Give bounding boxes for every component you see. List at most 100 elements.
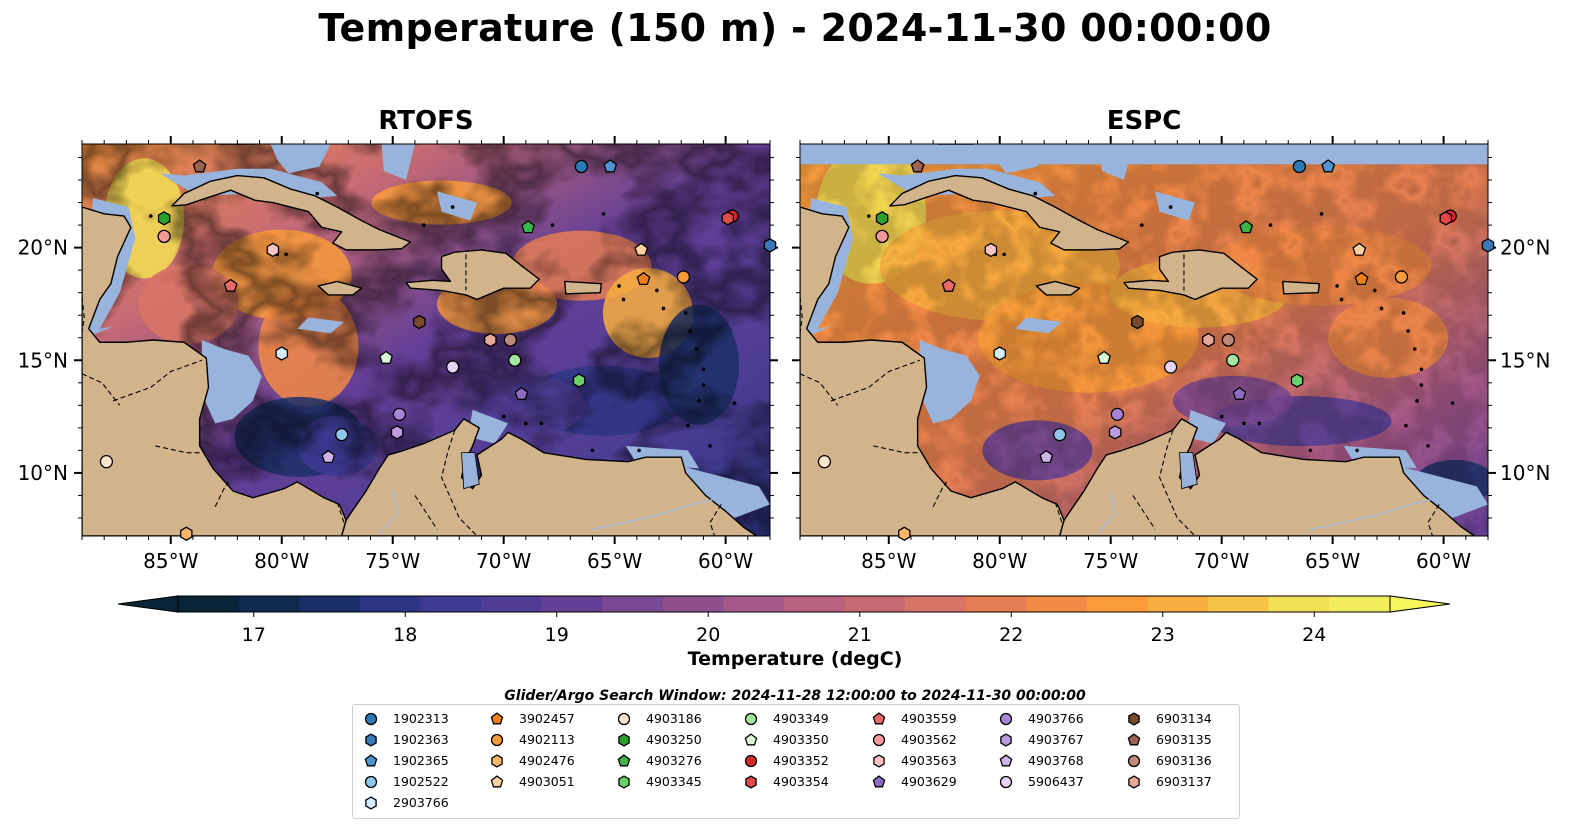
colorbar-tick-label: 22 bbox=[999, 624, 1023, 646]
legend-marker-icon bbox=[999, 712, 1013, 726]
colorbar-bin bbox=[965, 596, 1027, 612]
colorbar-bin bbox=[238, 596, 300, 612]
float-marker-4903345 bbox=[572, 373, 586, 388]
colorbar-bin bbox=[1087, 596, 1149, 612]
legend-label: 4903276 bbox=[646, 753, 702, 768]
colorbar-tick-label: 20 bbox=[696, 624, 720, 646]
float-marker-4903186 bbox=[99, 455, 114, 469]
legend-marker bbox=[1128, 712, 1140, 726]
colorbar-bin bbox=[905, 596, 967, 612]
float-marker-4903768 bbox=[321, 449, 336, 464]
legend-marker bbox=[365, 733, 377, 747]
float-marker-2903766 bbox=[275, 346, 289, 361]
x-tick-label: 65°W bbox=[1305, 549, 1360, 573]
legend-label: 4903562 bbox=[901, 732, 957, 747]
x-tick-label: 70°W bbox=[476, 549, 531, 573]
float-marker-4903345 bbox=[1290, 373, 1304, 388]
legend-marker-icon bbox=[617, 712, 631, 726]
colorbar-bin bbox=[1147, 596, 1209, 612]
legend-marker bbox=[490, 775, 504, 788]
float-marker-1902363 bbox=[763, 238, 777, 253]
legend-marker bbox=[873, 754, 885, 768]
legend-marker-icon bbox=[745, 775, 757, 789]
legend-marker bbox=[618, 733, 630, 747]
float-marker-4903563 bbox=[984, 242, 998, 258]
legend-marker-icon bbox=[1128, 712, 1140, 726]
colorbar: 17 18 19 20 21 22 23 24 bbox=[117, 595, 1451, 646]
colorbar-bin bbox=[359, 596, 421, 612]
float-marker-4903354 bbox=[1439, 211, 1453, 226]
panel-title-rtofs: RTOFS bbox=[378, 106, 474, 136]
y-tick-label: 15°N bbox=[18, 348, 68, 372]
legend-label: 6903137 bbox=[1156, 774, 1212, 789]
legend-marker-icon bbox=[744, 733, 758, 746]
legend-label: 4903250 bbox=[646, 732, 702, 747]
x-tick-label: 75°W bbox=[365, 549, 420, 573]
colorbar-bin bbox=[1208, 596, 1270, 612]
legend-marker-icon bbox=[618, 775, 630, 789]
legend-label: 4903349 bbox=[773, 711, 829, 726]
legend-marker-icon bbox=[1000, 733, 1012, 747]
colorbar-tick-label: 19 bbox=[545, 624, 569, 646]
colorbar-bin bbox=[178, 596, 240, 612]
legend-label: 6903135 bbox=[1156, 732, 1212, 747]
colorbar-bin bbox=[481, 596, 543, 612]
legend-marker-icon bbox=[1127, 733, 1141, 746]
legend-marker-icon bbox=[491, 754, 503, 768]
float-marker-3902457 bbox=[636, 271, 651, 286]
legend-marker bbox=[617, 712, 631, 726]
x-tick-label: 80°W bbox=[254, 549, 309, 573]
legend-marker-icon bbox=[490, 712, 504, 725]
colorbar-tick-label: 24 bbox=[1302, 624, 1326, 646]
colorbar-bin bbox=[723, 596, 785, 612]
panel-title-espc: ESPC bbox=[1106, 106, 1182, 136]
float-marker-1902363 bbox=[1481, 238, 1495, 253]
y-tick-label: 10°N bbox=[18, 461, 68, 485]
legend-marker-icon bbox=[365, 796, 377, 810]
float-marker-4903559 bbox=[941, 278, 956, 292]
legend-label: 1902365 bbox=[393, 753, 449, 768]
float-markers bbox=[817, 159, 1495, 541]
float-marker-4903562 bbox=[157, 229, 171, 244]
legend-marker-icon bbox=[872, 712, 886, 725]
legend-label: 1902363 bbox=[393, 732, 449, 747]
float-marker-6903134 bbox=[413, 314, 426, 330]
legend-label: 3902457 bbox=[519, 711, 575, 726]
float-marker-4903276 bbox=[1239, 220, 1254, 234]
legend-marker-icon bbox=[872, 775, 886, 788]
map-panel-espc: 85°W 80°W 75°W 70°W 65°W 60°W 20°N 15°N 10°N bbox=[792, 136, 1550, 573]
legend-marker-icon bbox=[364, 712, 378, 726]
colorbar-bin bbox=[1268, 596, 1330, 612]
float-marker-4903051 bbox=[634, 242, 649, 256]
x-tick-label: 85°W bbox=[861, 549, 916, 573]
legend-marker bbox=[1000, 733, 1012, 747]
legend-label: 6903134 bbox=[1156, 711, 1212, 726]
float-marker-6903137 bbox=[1202, 332, 1215, 348]
float-marker-1902522 bbox=[335, 427, 349, 442]
legend-label: 4903563 bbox=[901, 753, 957, 768]
legend-marker-icon bbox=[618, 733, 630, 747]
colorbar-tick-label: 17 bbox=[242, 624, 266, 646]
float-marker-1902313 bbox=[574, 159, 589, 174]
legend-marker bbox=[745, 775, 757, 789]
float-marker-4902113 bbox=[676, 270, 691, 284]
legend-marker bbox=[872, 733, 886, 747]
float-marker-6903135 bbox=[192, 159, 207, 173]
colorbar-bin bbox=[662, 596, 724, 612]
legend-marker-icon bbox=[490, 733, 504, 747]
float-marker-1902365 bbox=[1321, 159, 1336, 173]
legend-marker bbox=[364, 754, 378, 767]
legend-marker-icon bbox=[364, 775, 378, 789]
legend-label: 4903629 bbox=[901, 774, 957, 789]
float-marker-5906437 bbox=[1163, 360, 1178, 374]
legend-marker-icon bbox=[365, 733, 377, 747]
legend-label: 4903352 bbox=[773, 753, 829, 768]
legend-marker bbox=[872, 775, 886, 788]
x-tick-label: 70°W bbox=[1194, 549, 1249, 573]
legend-marker-icon bbox=[490, 775, 504, 788]
legend-marker bbox=[744, 712, 758, 726]
legend-marker bbox=[999, 712, 1013, 726]
legend-marker-icon bbox=[872, 733, 886, 747]
legend-marker bbox=[490, 712, 504, 725]
float-marker-4903629 bbox=[514, 386, 529, 400]
